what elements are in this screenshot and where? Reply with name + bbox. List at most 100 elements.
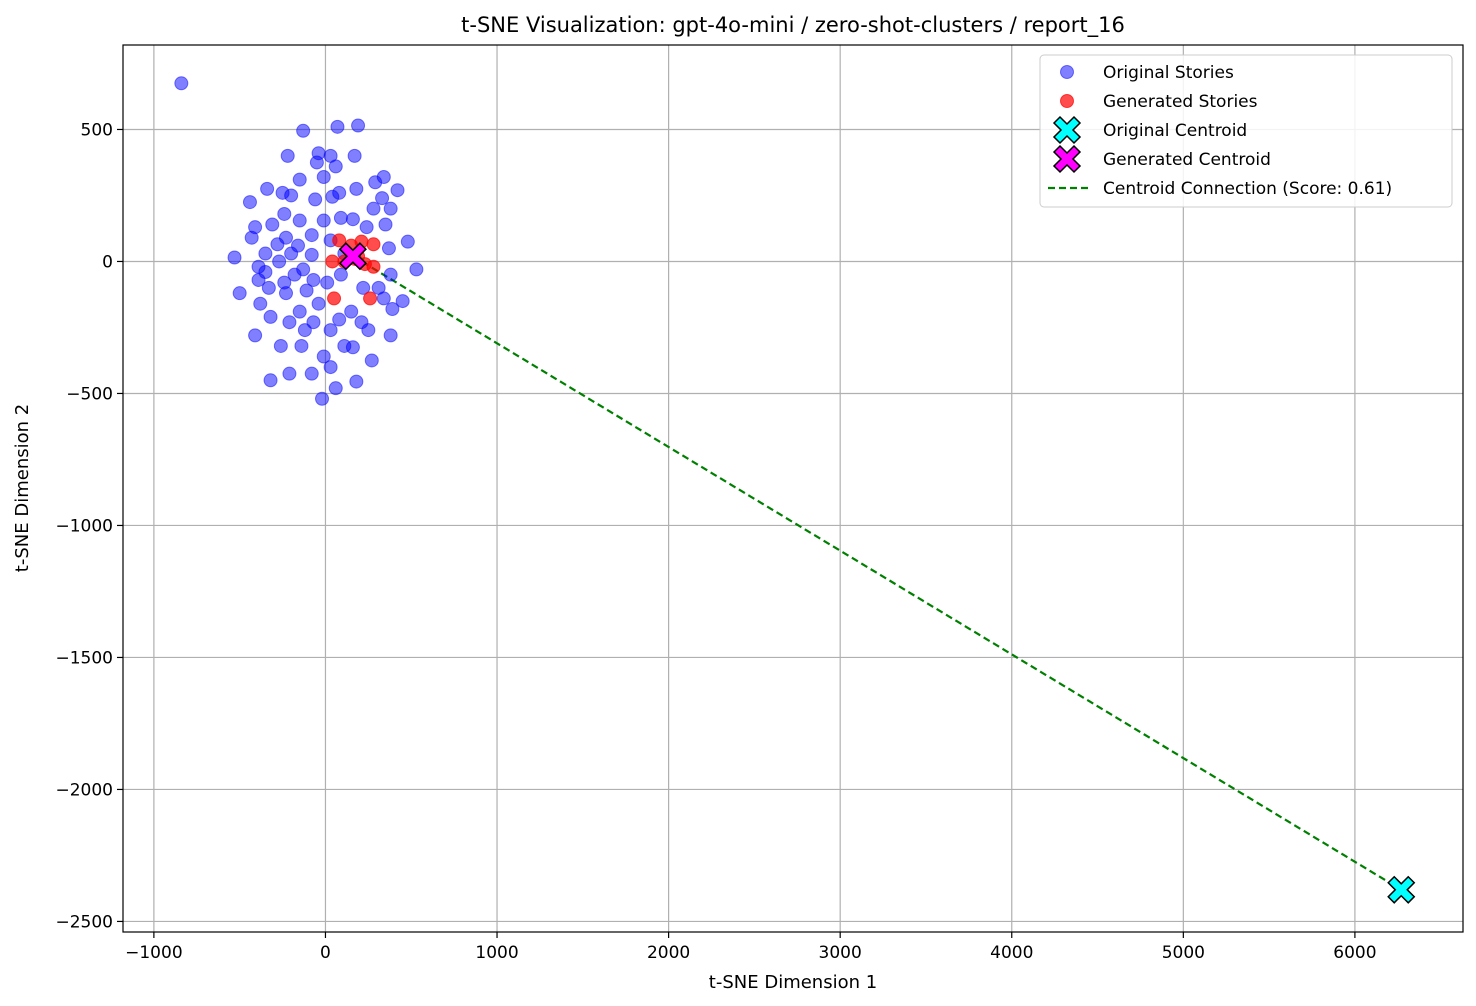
legend-marker-original-centroid xyxy=(1052,115,1082,145)
generated-story-point xyxy=(327,291,342,306)
original-story-point xyxy=(349,374,364,389)
original-story-point xyxy=(242,195,257,210)
generated-story-point xyxy=(332,233,347,248)
y-tick-label: −2500 xyxy=(55,912,113,932)
original-story-point xyxy=(311,296,326,311)
original-story-point xyxy=(345,212,360,227)
y-tick-label: 500 xyxy=(81,120,113,140)
legend-marker-generated-centroid xyxy=(1052,144,1082,174)
x-tick-label: −1000 xyxy=(125,943,183,963)
plot-frame xyxy=(122,44,1464,933)
original-story-point xyxy=(383,267,398,282)
centroid-connection-layer xyxy=(352,255,1402,891)
legend-label-generated-centroid: Generated Centroid xyxy=(1103,150,1271,170)
scatter-points-layer xyxy=(174,76,424,406)
original-story-point xyxy=(376,291,391,306)
original-story-point xyxy=(375,191,390,206)
original-story-point xyxy=(364,353,379,368)
original-story-point xyxy=(349,181,364,196)
y-axis-ticks: 500 0 −500 −1000 −1500 −2000 −2500 xyxy=(55,120,123,932)
generated-story-point xyxy=(366,237,381,252)
original-story-point xyxy=(361,323,376,338)
original-story-point xyxy=(304,247,319,262)
x-tick-label: 6000 xyxy=(1333,943,1376,963)
legend-marker-generated-stories xyxy=(1060,94,1074,108)
original-story-point xyxy=(277,206,292,221)
generated-story-point xyxy=(366,259,381,274)
original-story-point xyxy=(381,241,396,256)
chart-title: t-SNE Visualization: gpt-4o-mini / zero-… xyxy=(461,13,1125,38)
original-story-point xyxy=(315,391,330,406)
centroid-connection-line xyxy=(352,255,1402,891)
legend-box xyxy=(1039,54,1453,208)
original-story-point xyxy=(366,201,381,216)
original-story-point xyxy=(306,315,321,330)
x-tick-label: 4000 xyxy=(990,943,1033,963)
original-story-point xyxy=(320,275,335,290)
legend-marker-original-stories xyxy=(1060,65,1074,79)
original-story-point xyxy=(251,272,266,287)
original-story-point xyxy=(263,373,278,388)
x-tick-label: 0 xyxy=(320,943,331,963)
original-story-point xyxy=(332,312,347,327)
original-story-point xyxy=(282,315,297,330)
original-story-point xyxy=(323,323,338,338)
original-story-point xyxy=(261,280,276,295)
original-story-point xyxy=(292,213,307,228)
original-story-point xyxy=(400,234,415,249)
x-tick-label: 2000 xyxy=(647,943,690,963)
original-story-point xyxy=(328,159,343,174)
x-tick-label: 5000 xyxy=(1162,943,1205,963)
original-story-point xyxy=(263,309,278,324)
original-story-point xyxy=(333,267,348,282)
centroid-layer xyxy=(338,242,1416,904)
x-axis-label: t-SNE Dimension 1 xyxy=(709,972,877,993)
x-axis-ticks: −1000 0 1000 2000 3000 4000 5000 6000 xyxy=(125,932,1377,963)
legend-label-original-stories: Original Stories xyxy=(1103,63,1234,83)
original-story-point xyxy=(359,220,374,235)
original-story-point xyxy=(270,237,285,252)
legend-original-centroid-x xyxy=(1052,115,1082,145)
y-tick-label: −500 xyxy=(66,384,113,404)
generated-story-point xyxy=(363,291,378,306)
original-story-point xyxy=(368,175,383,190)
original-story-point xyxy=(287,267,302,282)
original-story-point xyxy=(296,123,311,138)
original-story-point xyxy=(330,119,345,134)
original-story-point xyxy=(232,286,247,301)
original-story-point xyxy=(344,304,359,319)
original-story-point xyxy=(248,328,263,343)
original-story-point xyxy=(309,155,324,170)
original-story-point xyxy=(292,304,307,319)
original-story-point xyxy=(385,301,400,316)
legend-label-original-centroid: Original Centroid xyxy=(1103,121,1247,141)
original-story-point xyxy=(244,230,259,245)
y-tick-label: −1000 xyxy=(55,516,113,536)
original-story-point xyxy=(294,338,309,353)
x-tick-label: 1000 xyxy=(475,943,518,963)
original-story-point xyxy=(409,262,424,277)
legend: Original Stories Generated Stories Origi… xyxy=(1039,54,1453,208)
legend-generated-centroid-x xyxy=(1052,144,1082,174)
original-story-point xyxy=(345,340,360,355)
y-tick-label: −2000 xyxy=(55,780,113,800)
original-story-point xyxy=(351,118,366,133)
original-story-point xyxy=(265,217,280,232)
original-story-point xyxy=(347,148,362,163)
original-story-point xyxy=(325,189,340,204)
original-story-point xyxy=(258,246,273,261)
original-story-point xyxy=(316,213,331,228)
original-story-point xyxy=(304,228,319,243)
original-story-point xyxy=(316,169,331,184)
original-story-point xyxy=(306,272,321,287)
original-story-point xyxy=(284,188,299,203)
original-story-point xyxy=(292,172,307,187)
original-story-point xyxy=(395,294,410,309)
original-story-point xyxy=(304,366,319,381)
y-tick-label: −1500 xyxy=(55,648,113,668)
original-story-point xyxy=(356,280,371,295)
generated-centroid-marker xyxy=(338,242,367,271)
original-story-point xyxy=(333,210,348,225)
y-tick-label: 0 xyxy=(102,252,113,272)
original-story-point xyxy=(383,328,398,343)
